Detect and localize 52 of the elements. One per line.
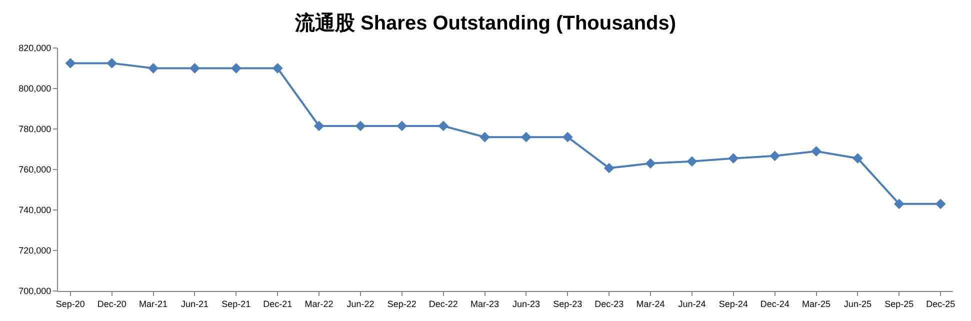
x-tick-label: Sep-23 bbox=[553, 298, 582, 309]
y-tick-label: 740,000 bbox=[18, 205, 52, 216]
y-tick-label: 800,000 bbox=[18, 84, 52, 94]
x-tick-label: Jun-23 bbox=[512, 298, 540, 309]
x-tick-label: Mar-22 bbox=[304, 298, 334, 309]
x-tick-label: Sep-25 bbox=[884, 298, 914, 309]
x-tick-label: Jun-24 bbox=[678, 298, 706, 309]
x-tick-label: Dec-20 bbox=[97, 298, 126, 309]
y-tick-label: 700,000 bbox=[18, 286, 52, 296]
y-tick-label: 780,000 bbox=[18, 124, 52, 134]
point bbox=[645, 158, 656, 169]
x-tick-label: Sep-22 bbox=[387, 298, 416, 309]
x-tick-label: Mar-24 bbox=[636, 298, 665, 309]
x-tick-label: Dec-23 bbox=[594, 298, 624, 309]
point bbox=[106, 58, 118, 68]
x-tick-label: Jun-25 bbox=[844, 298, 872, 309]
point bbox=[314, 120, 324, 132]
x-tick-label: Mar-21 bbox=[139, 298, 168, 309]
point bbox=[480, 132, 490, 142]
point bbox=[894, 198, 904, 210]
y-tick-label: 820,000 bbox=[18, 43, 52, 54]
point bbox=[230, 63, 242, 74]
point bbox=[728, 153, 739, 164]
point bbox=[65, 58, 76, 68]
chart-title: 流通股 Shares Outstanding (Thousands) bbox=[294, 11, 676, 34]
y-tick-label: 720,000 bbox=[18, 246, 52, 256]
point bbox=[355, 120, 366, 132]
point bbox=[272, 63, 283, 74]
x-tick-label: Dec-22 bbox=[428, 298, 458, 309]
point bbox=[935, 198, 946, 210]
x-tick-label: Jun-22 bbox=[346, 298, 374, 309]
point bbox=[686, 156, 698, 167]
x-tick-label: Mar-23 bbox=[470, 298, 500, 309]
point bbox=[811, 146, 822, 156]
x-tick-label: Dec-21 bbox=[263, 298, 292, 309]
y-tick-label: 760,000 bbox=[18, 164, 52, 175]
point bbox=[438, 120, 449, 132]
x-tick-label: Jun-21 bbox=[180, 298, 209, 309]
x-tick-label: Sep-21 bbox=[222, 298, 251, 309]
point bbox=[148, 63, 158, 74]
point bbox=[396, 120, 408, 132]
x-tick-label: Sep-20 bbox=[56, 298, 85, 309]
point bbox=[521, 132, 532, 142]
x-tick-label: Mar-25 bbox=[802, 298, 831, 309]
x-tick-label: Dec-24 bbox=[760, 298, 790, 309]
x-tick-label: Sep-24 bbox=[718, 298, 748, 309]
point bbox=[770, 150, 780, 162]
point bbox=[604, 162, 614, 174]
point bbox=[852, 153, 863, 164]
x-tick-label: Dec-25 bbox=[926, 298, 956, 309]
point bbox=[562, 132, 573, 142]
point bbox=[190, 63, 200, 74]
